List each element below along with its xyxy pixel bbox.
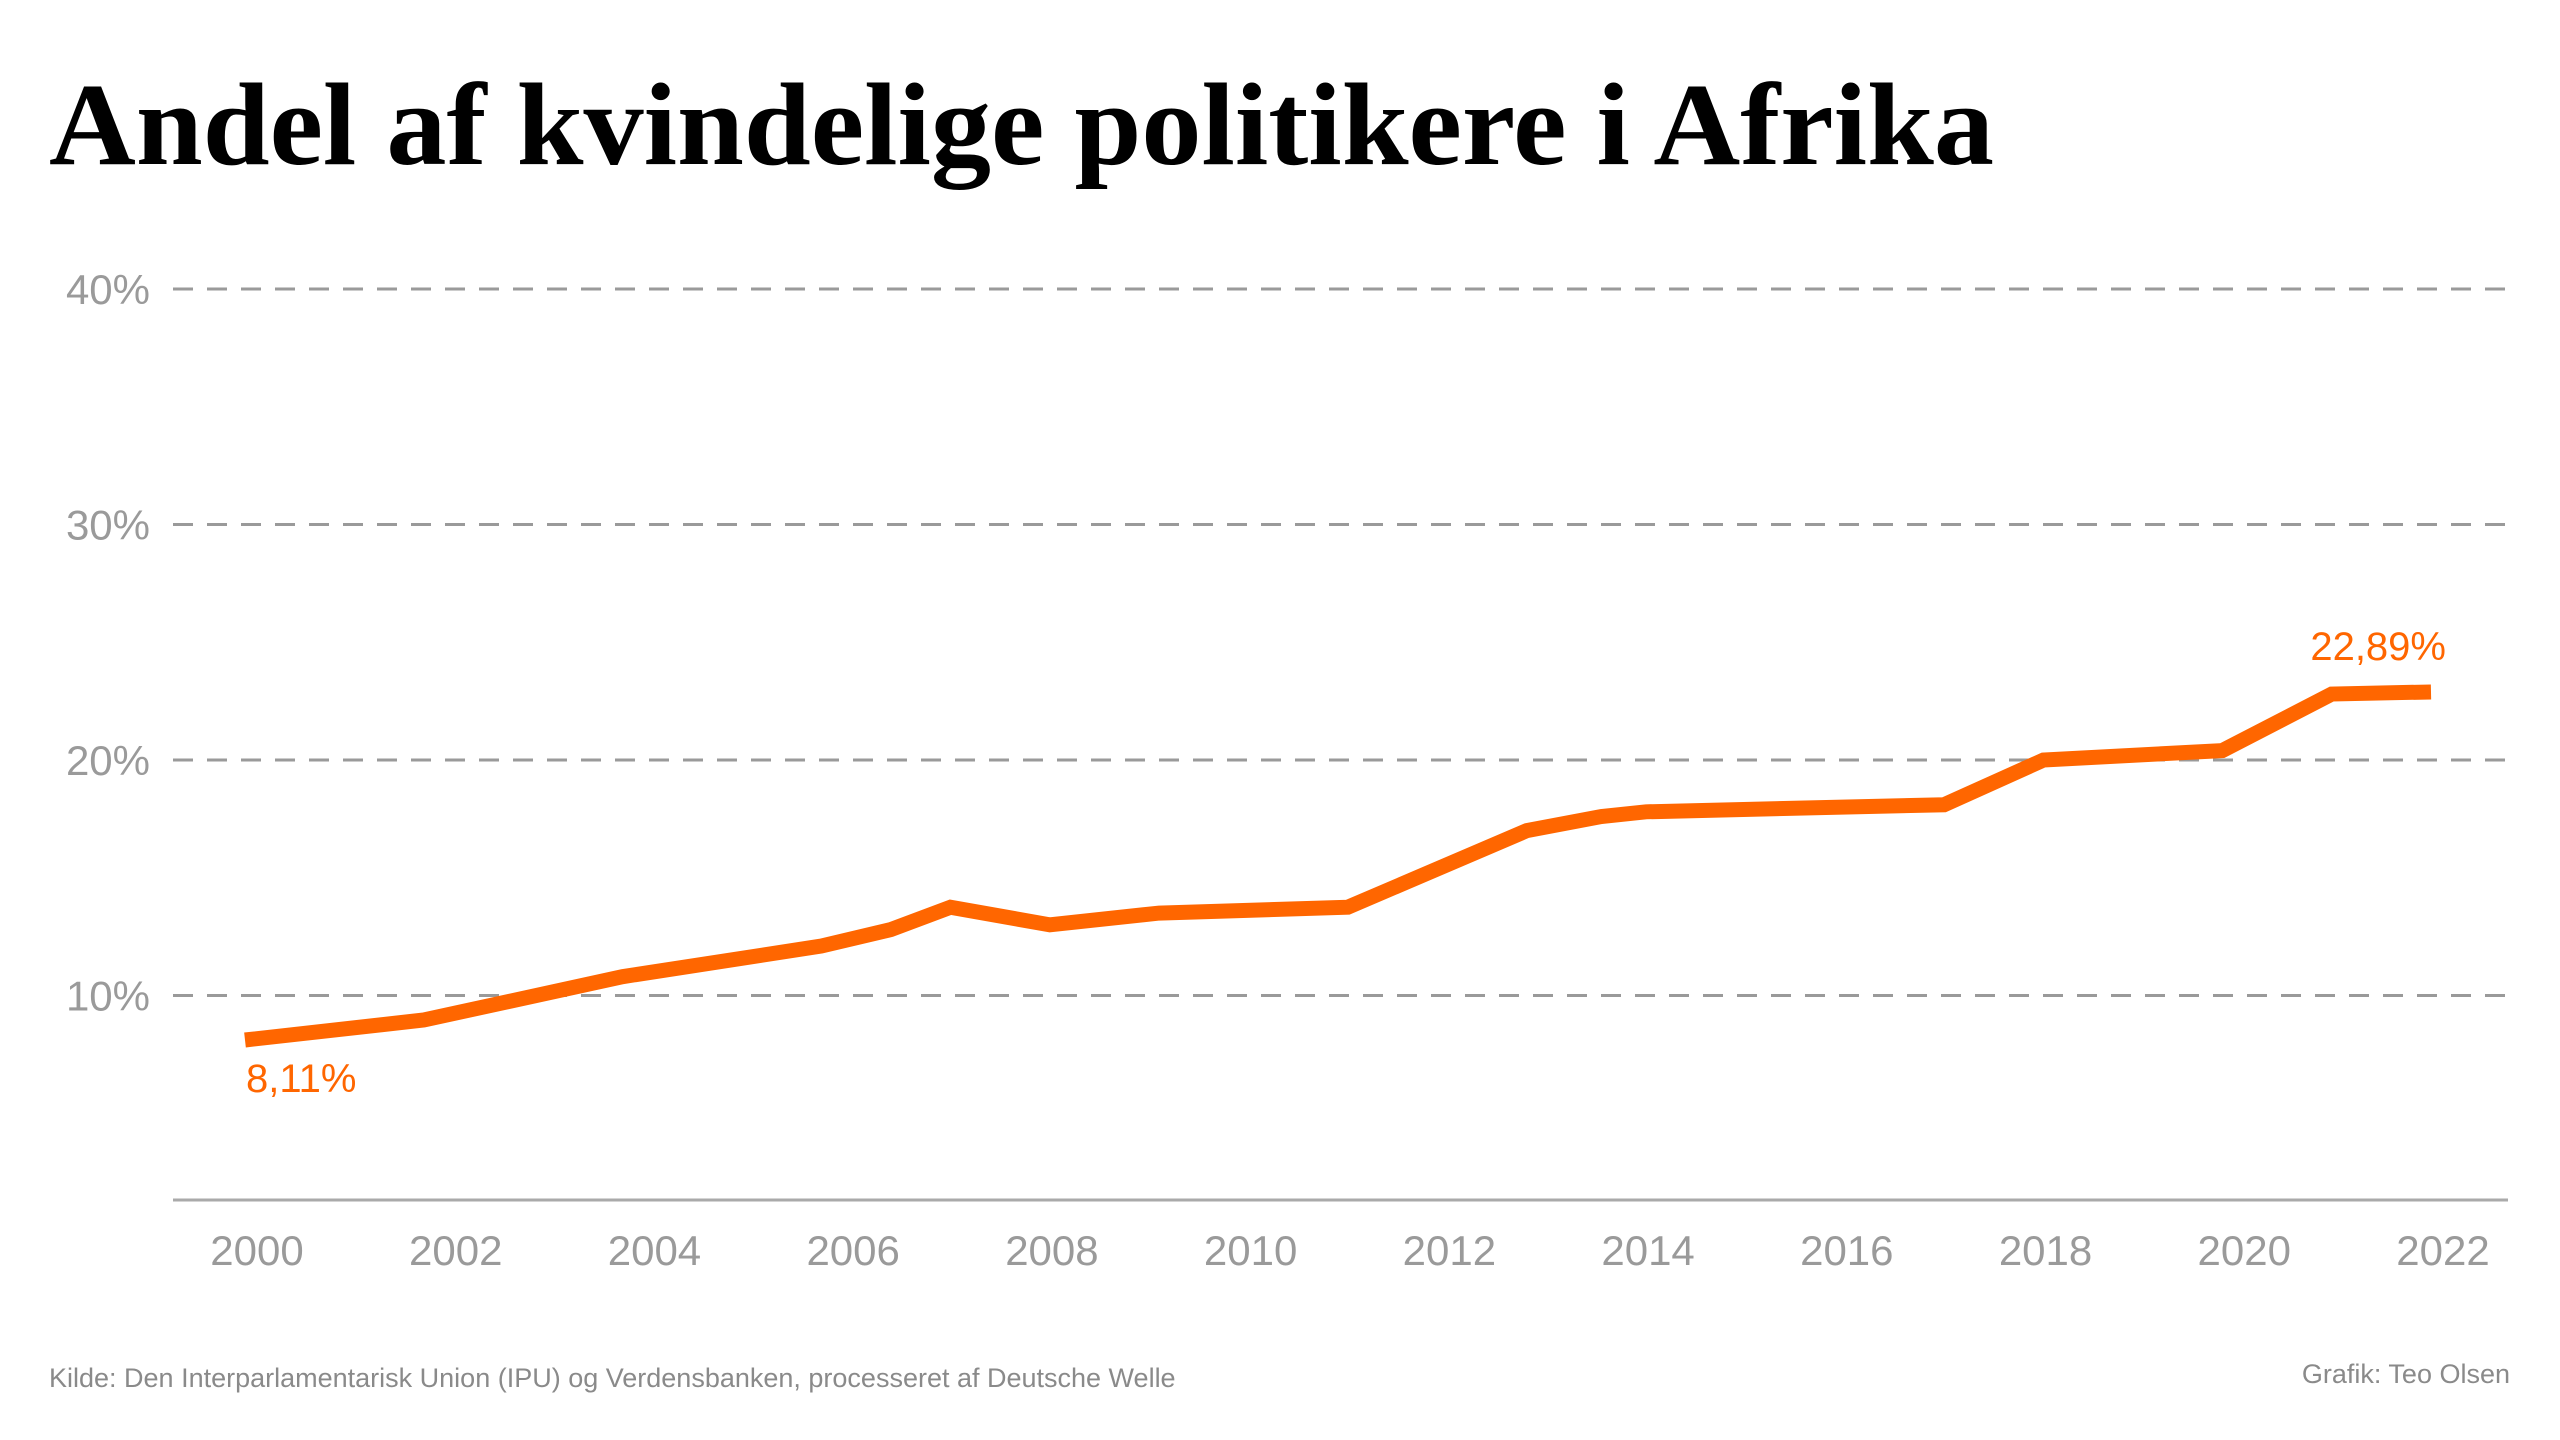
x-tick-label: 2008: [1005, 1227, 1098, 1274]
x-tick-label: 2000: [210, 1227, 303, 1274]
y-tick-label: 40%: [66, 266, 150, 313]
x-tick-label: 2004: [608, 1227, 701, 1274]
y-tick-label: 30%: [66, 502, 150, 549]
x-tick-label: 2016: [1800, 1227, 1893, 1274]
series-line: [244, 684, 2432, 1048]
x-axis-ticks: 2000 2002 2004 2006 2008 2010 2012 2014 2016 2018…: [210, 1227, 2489, 1274]
y-tick-label: 20%: [66, 737, 150, 784]
x-tick-label: 2014: [1601, 1227, 1694, 1274]
source-note: Kilde: Den Interparlamentarisk Union (IP…: [49, 1363, 1176, 1393]
gridlines: [173, 287, 2508, 997]
x-tick-label: 2022: [2396, 1227, 2489, 1274]
annotation-end-value: 22,89%: [2310, 625, 2446, 669]
annotation-start-value: 8,11%: [246, 1057, 356, 1101]
x-tick-label: 2006: [806, 1227, 899, 1274]
y-axis-ticks: 10% 20% 30% 40%: [66, 266, 150, 1020]
credit-note: Grafik: Teo Olsen: [2302, 1359, 2510, 1389]
x-tick-label: 2012: [1403, 1227, 1496, 1274]
y-tick-label: 10%: [66, 973, 150, 1020]
chart-title: Andel af kvindelige politikere i Afrika: [49, 59, 1994, 190]
x-tick-label: 2018: [1999, 1227, 2092, 1274]
x-tick-label: 2010: [1204, 1227, 1297, 1274]
series-group: [244, 684, 2432, 1048]
x-tick-label: 2002: [409, 1227, 502, 1274]
x-tick-label: 2020: [2198, 1227, 2291, 1274]
